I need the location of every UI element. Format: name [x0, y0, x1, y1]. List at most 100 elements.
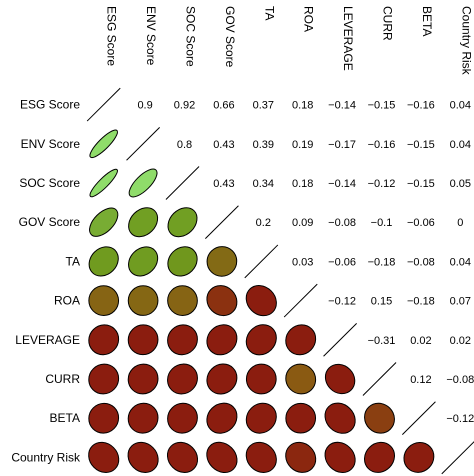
- correlation-value-label: −0.17: [328, 139, 356, 151]
- correlation-ellipse: [364, 441, 395, 473]
- correlation-value-label: −0.08: [328, 217, 356, 229]
- column-label: ENV Score: [144, 6, 158, 66]
- correlation-ellipse: [206, 324, 238, 356]
- correlation-value-label: 0.43: [213, 178, 234, 190]
- correlation-value-label: −0.12: [368, 178, 396, 190]
- correlation-ellipse: [88, 324, 120, 356]
- diagonal-line: [323, 322, 358, 357]
- correlation-value-label: 0.8: [177, 139, 192, 151]
- correlation-ellipse: [88, 441, 120, 473]
- row-label: ENV Score: [21, 137, 81, 151]
- correlation-value-label: 0.34: [253, 178, 274, 190]
- correlation-ellipse: [324, 363, 356, 395]
- row-label: BETA: [50, 411, 80, 425]
- correlation-value-label: 0.09: [292, 217, 313, 229]
- correlation-ellipse: [206, 402, 238, 434]
- correlation-value-label: 0.02: [450, 335, 471, 347]
- correlation-ellipse: [167, 363, 198, 395]
- correlation-value-label: −0.08: [407, 256, 435, 268]
- correlation-value-label: 0.9: [137, 100, 152, 112]
- diagonal-line: [441, 441, 474, 475]
- correlation-value-label: 0.07: [450, 296, 471, 308]
- correlation-value-label: 0.18: [292, 178, 313, 190]
- correlation-value-label: 0.19: [292, 139, 313, 151]
- correlation-ellipse: [285, 324, 317, 356]
- correlation-ellipse: [403, 441, 435, 473]
- row-label: GOV Score: [19, 215, 81, 229]
- correlation-ellipse: [206, 285, 238, 317]
- diagonal-line: [283, 283, 318, 318]
- row-label: ESG Score: [20, 98, 80, 112]
- column-label: ESG Score: [105, 6, 119, 66]
- correlation-value-label: 0.12: [410, 374, 431, 386]
- correlation-ellipse: [206, 441, 238, 474]
- correlation-value-label: 0.92: [174, 100, 195, 112]
- correlation-ellipse: [206, 246, 238, 277]
- correlation-value-label: −0.15: [407, 139, 435, 151]
- correlation-value-label: 0.05: [450, 178, 471, 190]
- correlation-ellipse: [89, 168, 118, 198]
- diagonal-line: [204, 205, 239, 240]
- column-label: LEVERAGE: [341, 6, 355, 71]
- row-label: Country Risk: [11, 450, 81, 464]
- correlation-ellipse: [88, 402, 120, 434]
- row-label: ROA: [54, 294, 80, 308]
- row-label: CURR: [45, 372, 80, 386]
- correlation-ellipse: [245, 363, 277, 395]
- correlation-ellipse: [128, 168, 158, 198]
- column-label: CURR: [381, 6, 395, 41]
- correlation-value-label: −0.18: [368, 256, 396, 268]
- correlation-value-label: 0.37: [253, 100, 274, 112]
- correlation-ellipse: [167, 402, 198, 434]
- row-label: TA: [66, 254, 80, 268]
- column-label: TA: [262, 6, 276, 20]
- row-label: SOC Score: [19, 176, 80, 190]
- correlation-ellipse: [285, 402, 317, 434]
- correlation-ellipse: [166, 441, 199, 473]
- correlation-ellipse: [127, 402, 159, 434]
- diagonal-line: [126, 126, 161, 161]
- correlation-value-label: 0.02: [410, 335, 431, 347]
- diagonal-line: [165, 166, 200, 200]
- column-label: BETA: [420, 6, 434, 36]
- correlation-ellipse: [127, 363, 159, 395]
- correlation-value-label: −0.1: [371, 217, 393, 229]
- correlation-ellipse: [324, 441, 356, 473]
- correlation-ellipse: [167, 207, 198, 238]
- correlation-ellipse: [285, 441, 317, 473]
- column-label: SOC Score: [184, 6, 198, 67]
- correlation-value-label: −0.06: [328, 256, 356, 268]
- correlation-value-label: 0.43: [213, 139, 234, 151]
- correlation-value-label: −0.15: [368, 100, 396, 112]
- correlation-ellipse: [167, 285, 198, 316]
- diagonal-line: [401, 401, 436, 436]
- correlation-ellipse: [245, 402, 277, 434]
- correlation-value-label: −0.16: [407, 100, 435, 112]
- correlation-value-label: 0.04: [450, 100, 471, 112]
- correlation-value-label: 0.04: [450, 256, 471, 268]
- correlation-value-label: 0.66: [213, 100, 234, 112]
- correlation-ellipse: [88, 285, 120, 316]
- correlation-ellipse: [88, 246, 119, 277]
- correlation-value-label: 0.15: [371, 296, 392, 308]
- correlation-value-label: −0.12: [328, 296, 356, 308]
- correlation-ellipse: [88, 363, 120, 395]
- correlation-value-label: 0.04: [450, 139, 471, 151]
- correlation-ellipse: [324, 402, 356, 434]
- column-label: GOV Score: [223, 6, 237, 68]
- correlation-value-label: −0.12: [446, 413, 474, 425]
- correlation-value-label: −0.14: [328, 100, 356, 112]
- correlation-ellipse: [127, 285, 159, 316]
- correlation-value-label: 0.2: [256, 217, 271, 229]
- correlation-ellipse: [364, 402, 395, 434]
- correlation-value-label: 0.18: [292, 100, 313, 112]
- correlation-value-label: −0.31: [368, 335, 396, 347]
- correlation-value-label: −0.14: [328, 178, 356, 190]
- correlation-value-label: 0: [457, 217, 463, 229]
- correlation-ellipse: [167, 246, 198, 277]
- correlation-value-label: 0.39: [253, 139, 274, 151]
- correlation-ellipse: [206, 363, 238, 395]
- row-label: LEVERAGE: [15, 333, 80, 347]
